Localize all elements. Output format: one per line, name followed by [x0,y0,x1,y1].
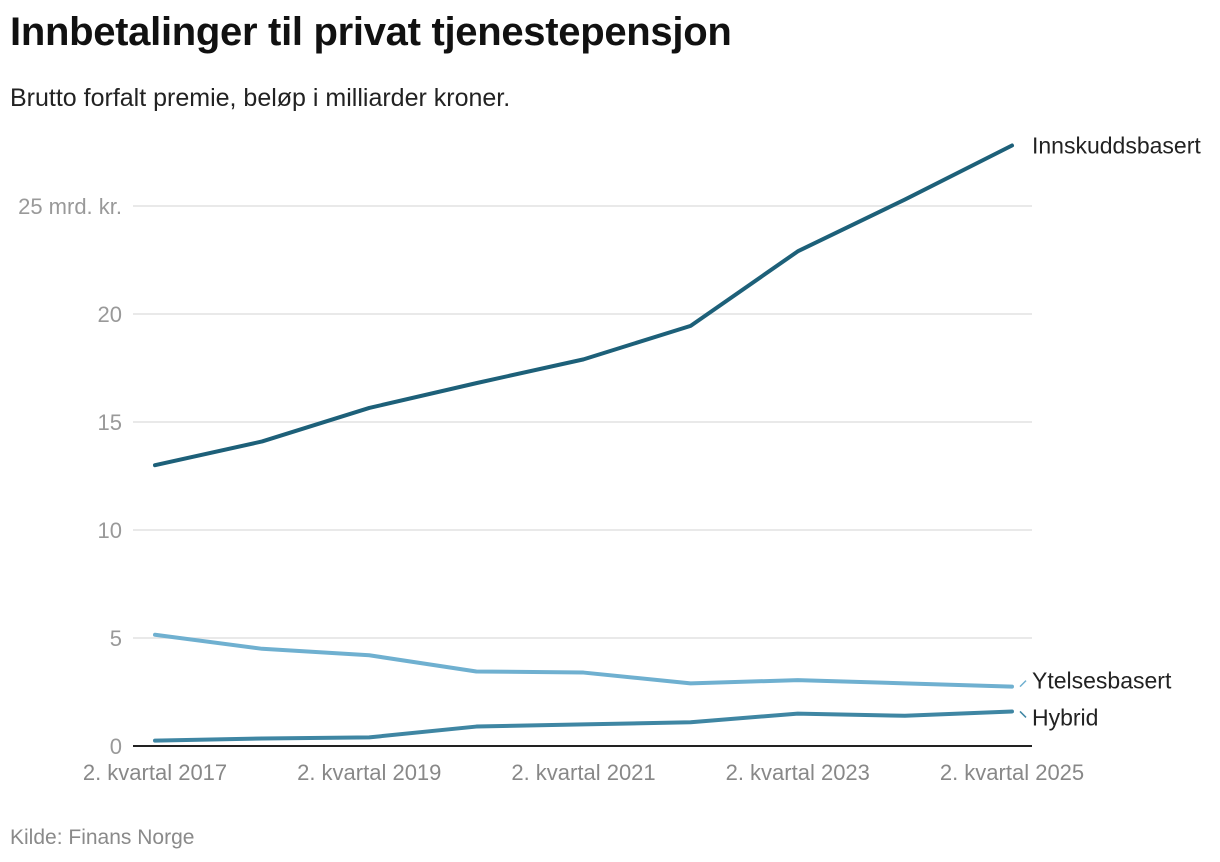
x-tick-label: 2. kvartal 2017 [83,760,227,785]
series-lines [153,143,1014,743]
y-tick-label: 20 [98,302,122,327]
label-leader-ytelsesbasert [1019,680,1027,688]
series-labels: Innskuddsbasert Ytelsesbasert Hybrid [1019,133,1201,730]
series-label-hybrid: Hybrid [1032,704,1098,730]
series-label-innskuddsbasert: Innskuddsbasert [1032,133,1201,159]
x-tick-label: 2. kvartal 2025 [940,760,1084,785]
series-line-hybrid [153,709,1014,743]
series-line-innskuddsbasert [153,143,1014,468]
label-leader-hybrid [1019,710,1027,718]
series-label-ytelsesbasert: Ytelsesbasert [1032,668,1172,694]
source-note: Kilde: Finans Norge [10,826,195,849]
grid-lines [133,205,1032,747]
chart-title: Innbetalinger til privat tjenestepensjon [10,10,732,54]
y-tick-label: 10 [98,518,122,543]
y-axis-ticks: 0 5 10 15 20 25 mrd. kr. [18,194,122,759]
y-tick-label: 15 [98,410,122,435]
x-tick-label: 2. kvartal 2021 [511,760,655,785]
x-axis-ticks: 2. kvartal 2017 2. kvartal 2019 2. kvartal… [83,760,1084,785]
x-tick-label: 2. kvartal 2019 [297,760,441,785]
x-tick-label: 2. kvartal 2023 [726,760,870,785]
y-tick-label: 0 [110,734,122,759]
y-tick-label: 25 mrd. kr. [18,194,122,219]
series-line-ytelsesbasert [153,632,1014,689]
chart-subtitle: Brutto forfalt premie, beløp i milliarde… [10,84,511,112]
y-tick-label: 5 [110,626,122,651]
